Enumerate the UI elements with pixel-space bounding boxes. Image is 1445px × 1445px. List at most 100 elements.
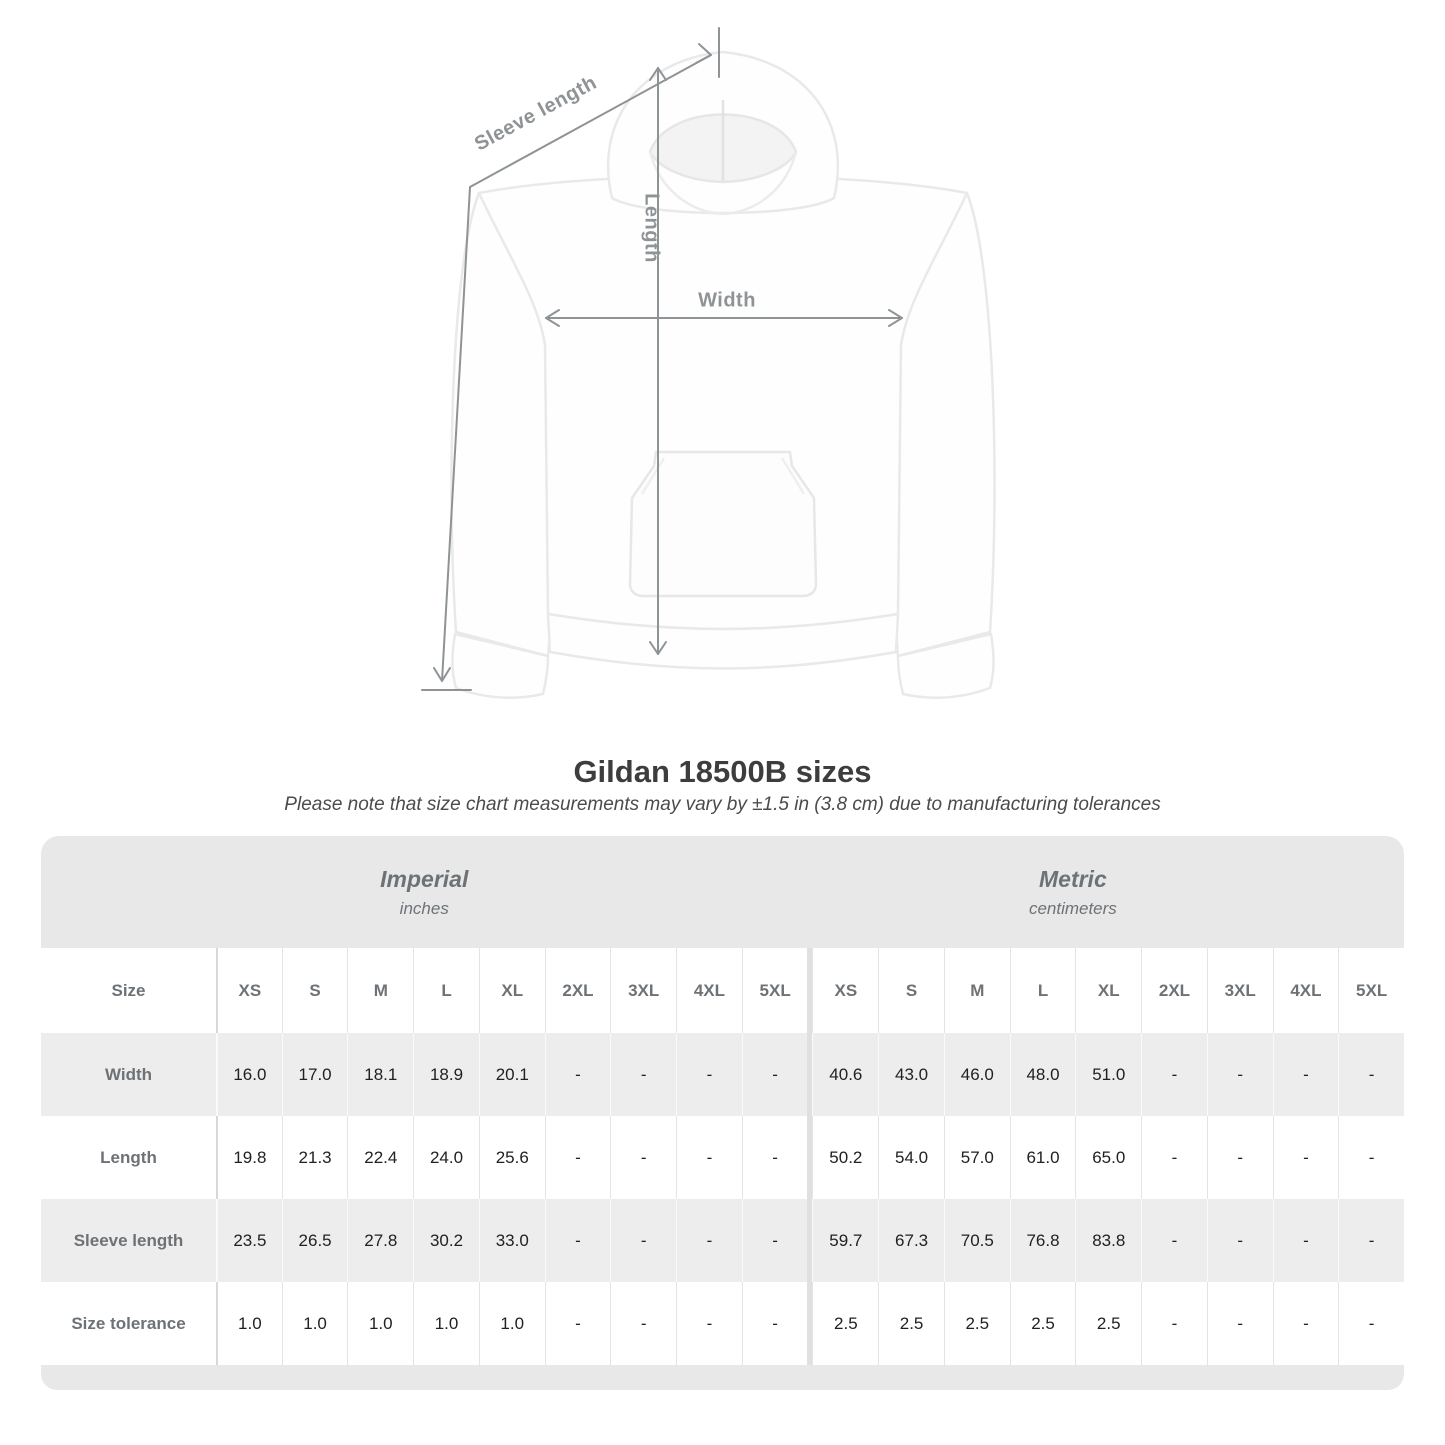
value-cell: 61.0 xyxy=(1009,1116,1076,1199)
table-row: Length 19.8 21.3 22.4 24.0 25.6- - - -50.2 54.0 57… xyxy=(41,1116,1404,1199)
value-cell: 50.2 xyxy=(812,1116,878,1199)
value-cell: 33.0 xyxy=(478,1199,545,1282)
size-col-header: 4XL xyxy=(1272,948,1339,1033)
page-title: Gildan 18500B sizes xyxy=(573,754,872,789)
size-header-row: Size XS S M L XL 2XL 3XL 4XL 5XL XS S M L XL 2XL 3XL 4XL… xyxy=(41,948,1404,1033)
value-cell: 22.4 xyxy=(347,1116,413,1199)
value-cell: 18.1 xyxy=(347,1033,413,1116)
row-label: Sleeve length xyxy=(73,1230,184,1250)
value-cell: 2.5 xyxy=(878,1282,944,1365)
value-cell: 18.9 xyxy=(413,1033,479,1116)
value-cell: 27.8 xyxy=(347,1199,413,1282)
table-body: Width 16.0 17.0 18.1 18.9 20.1- - - -40.6 43.0 46.… xyxy=(41,1033,1404,1365)
table-footer xyxy=(41,1365,1404,1390)
value-cell: 65.0 xyxy=(1075,1116,1141,1199)
value-cell: 70.5 xyxy=(943,1199,1010,1282)
value-cell: - xyxy=(544,1033,611,1116)
value-cell: 76.8 xyxy=(1009,1199,1076,1282)
size-col-header: XS xyxy=(216,948,282,1033)
value-cell: 2.5 xyxy=(812,1282,878,1365)
value-cell: - xyxy=(610,1033,676,1116)
metric-label: Metric xyxy=(1039,865,1107,892)
metric-group-header: Metric centimeters xyxy=(808,866,1339,919)
value-cell: 17.0 xyxy=(281,1033,348,1116)
value-cell: - xyxy=(741,1116,808,1199)
size-col-header: M xyxy=(943,948,1010,1033)
value-cell: - xyxy=(1141,1116,1207,1199)
value-cell: - xyxy=(676,1116,742,1199)
hoodie-illustration xyxy=(421,27,996,699)
size-col-header: 5XL xyxy=(1338,948,1404,1033)
imperial-group-header: Imperial inches xyxy=(41,866,808,919)
value-cell: 59.7 xyxy=(812,1199,878,1282)
value-cell: - xyxy=(1272,1199,1339,1282)
value-cell: 24.0 xyxy=(413,1116,479,1199)
value-cell: - xyxy=(1338,1282,1404,1365)
value-cell: - xyxy=(1338,1033,1404,1116)
size-col-header: XL xyxy=(1075,948,1141,1033)
size-col-header: 3XL xyxy=(1206,948,1273,1033)
imperial-metric-divider xyxy=(807,948,813,1033)
size-col-header: L xyxy=(1009,948,1076,1033)
value-cell: 83.8 xyxy=(1075,1199,1141,1282)
length-label: Length xyxy=(640,193,663,263)
value-cell: 2.5 xyxy=(1075,1282,1141,1365)
value-cell: - xyxy=(1206,1282,1273,1365)
table-row: Size tolerance 1.0 1.0 1.0 1.0 1.0- - - -2.5 2.5 2… xyxy=(41,1282,1404,1365)
size-col-header: L xyxy=(413,948,479,1033)
value-cell: - xyxy=(1272,1116,1339,1199)
size-col-header: M xyxy=(347,948,413,1033)
value-cell: - xyxy=(741,1033,808,1116)
measurement-arrows xyxy=(421,27,903,691)
value-cell: 1.0 xyxy=(413,1282,479,1365)
size-column-label: Size xyxy=(111,980,146,1000)
value-cell: - xyxy=(610,1116,676,1199)
size-col-header: 3XL xyxy=(610,948,676,1033)
value-cell: - xyxy=(610,1199,676,1282)
value-cell: 1.0 xyxy=(347,1282,413,1365)
value-cell: 1.0 xyxy=(216,1282,282,1365)
value-cell: 48.0 xyxy=(1009,1033,1076,1116)
value-cell: - xyxy=(1338,1199,1404,1282)
value-cell: 30.2 xyxy=(413,1199,479,1282)
value-cell: 51.0 xyxy=(1075,1033,1141,1116)
value-cell: - xyxy=(1338,1116,1404,1199)
value-cell: - xyxy=(1206,1116,1273,1199)
value-cell: 21.3 xyxy=(281,1116,348,1199)
value-cell: - xyxy=(610,1282,676,1365)
size-col-header: S xyxy=(281,948,348,1033)
size-chart-table: Imperial inches Metric centimeters Size … xyxy=(41,836,1404,1390)
value-cell: 19.8 xyxy=(216,1116,282,1199)
value-cell: - xyxy=(741,1282,808,1365)
size-col-header: 5XL xyxy=(741,948,808,1033)
value-cell: - xyxy=(676,1199,742,1282)
row-label: Length xyxy=(100,1147,157,1167)
value-cell: 23.5 xyxy=(216,1199,282,1282)
value-cell: 16.0 xyxy=(216,1033,282,1116)
value-cell: 2.5 xyxy=(1009,1282,1076,1365)
imperial-metric-divider xyxy=(807,1282,813,1365)
imperial-metric-divider xyxy=(807,1033,813,1116)
value-cell: 57.0 xyxy=(943,1116,1010,1199)
tolerance-note: Please note that size chart measurements… xyxy=(284,794,1161,815)
value-cell: - xyxy=(544,1282,611,1365)
size-col-header: S xyxy=(878,948,944,1033)
value-cell: - xyxy=(1272,1282,1339,1365)
imperial-metric-divider xyxy=(807,1199,813,1282)
size-col-header: 2XL xyxy=(1141,948,1207,1033)
value-cell: - xyxy=(544,1199,611,1282)
value-cell: 25.6 xyxy=(478,1116,545,1199)
row-label: Width xyxy=(104,1064,153,1084)
value-cell: - xyxy=(1206,1199,1273,1282)
metric-unit-label: centimeters xyxy=(1028,898,1117,918)
value-cell: 1.0 xyxy=(281,1282,348,1365)
value-cell: 43.0 xyxy=(878,1033,944,1116)
value-cell: 54.0 xyxy=(878,1116,944,1199)
value-cell: - xyxy=(676,1033,742,1116)
width-label: Width xyxy=(698,289,756,312)
hoodie-shape xyxy=(450,50,996,699)
value-cell: 26.5 xyxy=(281,1199,348,1282)
value-cell: 40.6 xyxy=(812,1033,878,1116)
value-cell: - xyxy=(1141,1282,1207,1365)
table-row: Width 16.0 17.0 18.1 18.9 20.1- - - -40.6 43.0 46.… xyxy=(41,1033,1404,1116)
